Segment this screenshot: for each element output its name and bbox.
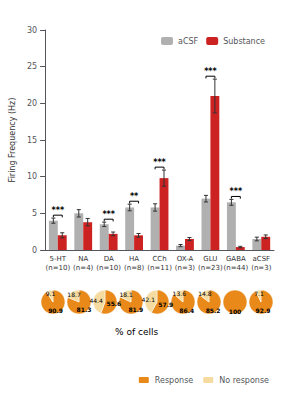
svg-text:(n=3): (n=3) bbox=[175, 264, 195, 272]
svg-text:Firing Frequency (Hz): Firing Frequency (Hz) bbox=[8, 98, 17, 183]
svg-text:18.1: 18.1 bbox=[119, 291, 133, 298]
svg-text:18.7: 18.7 bbox=[67, 291, 81, 298]
svg-text:20: 20 bbox=[27, 99, 37, 108]
svg-text:57.9: 57.9 bbox=[158, 301, 173, 308]
svg-text:GLU: GLU bbox=[203, 255, 217, 263]
svg-text:Substance: Substance bbox=[223, 37, 265, 46]
svg-text:(n=44): (n=44) bbox=[224, 264, 249, 272]
svg-text:7.1: 7.1 bbox=[254, 290, 264, 297]
svg-text:92.9: 92.9 bbox=[256, 307, 271, 314]
svg-text:aCSF: aCSF bbox=[178, 37, 199, 46]
svg-text:(n=10): (n=10) bbox=[45, 264, 70, 272]
svg-text:aCSF: aCSF bbox=[252, 255, 270, 263]
svg-text:(n=3): (n=3) bbox=[251, 264, 271, 272]
svg-text:90.9: 90.9 bbox=[48, 307, 63, 314]
svg-text:(n=8): (n=8) bbox=[124, 264, 144, 272]
svg-text:**: ** bbox=[130, 192, 139, 201]
svg-text:***: *** bbox=[153, 158, 166, 167]
svg-text:(n=11): (n=11) bbox=[147, 264, 172, 272]
svg-text:55.6: 55.6 bbox=[106, 300, 121, 307]
svg-text:5: 5 bbox=[32, 209, 37, 218]
svg-text:(n=4): (n=4) bbox=[73, 264, 93, 272]
svg-text:10: 10 bbox=[27, 172, 37, 181]
svg-text:30: 30 bbox=[27, 26, 37, 35]
svg-text:HA: HA bbox=[129, 255, 139, 263]
svg-text:14.8: 14.8 bbox=[198, 290, 212, 297]
svg-text:No response: No response bbox=[219, 376, 269, 385]
svg-text:0: 0 bbox=[32, 246, 37, 255]
svg-text:Response: Response bbox=[155, 376, 194, 385]
svg-text:5-HT: 5-HT bbox=[50, 255, 67, 263]
svg-text:***: *** bbox=[204, 67, 217, 76]
svg-text:DA: DA bbox=[104, 255, 114, 263]
svg-text:86.4: 86.4 bbox=[179, 307, 194, 314]
svg-text:81.3: 81.3 bbox=[77, 306, 92, 313]
svg-text:% of cells: % of cells bbox=[115, 327, 158, 337]
svg-text:9.1: 9.1 bbox=[46, 290, 56, 297]
svg-text:(n=23): (n=23) bbox=[198, 264, 223, 272]
svg-text:44.4: 44.4 bbox=[89, 297, 103, 304]
svg-text:***: *** bbox=[230, 187, 243, 196]
svg-text:15: 15 bbox=[27, 136, 37, 145]
svg-text:GABA: GABA bbox=[226, 255, 246, 263]
svg-text:(n=10): (n=10) bbox=[96, 264, 121, 272]
svg-text:OX-A: OX-A bbox=[177, 255, 194, 263]
svg-text:CCh: CCh bbox=[152, 255, 166, 263]
svg-text:NA: NA bbox=[78, 255, 88, 263]
svg-text:42.1: 42.1 bbox=[142, 296, 156, 303]
svg-text:13.6: 13.6 bbox=[173, 290, 187, 297]
svg-text:81.9: 81.9 bbox=[128, 306, 143, 313]
svg-text:25: 25 bbox=[27, 62, 37, 71]
svg-text:85.2: 85.2 bbox=[206, 307, 221, 314]
svg-text:***: *** bbox=[52, 206, 65, 215]
svg-text:100: 100 bbox=[229, 308, 242, 315]
svg-text:***: *** bbox=[102, 210, 115, 219]
